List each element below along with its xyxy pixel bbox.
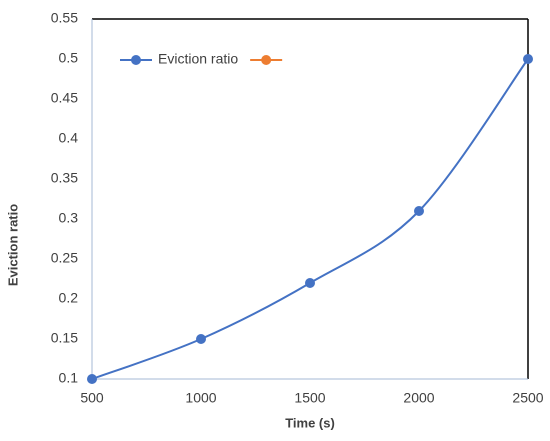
y-tick-label: 0.2 xyxy=(59,290,79,306)
legend-marker xyxy=(261,55,272,65)
data-point xyxy=(196,334,206,344)
x-tick-label: 1500 xyxy=(294,390,325,406)
y-tick-label: 0.3 xyxy=(59,210,79,226)
y-tick-label: 0.5 xyxy=(59,50,79,66)
y-tick-label: 0.4 xyxy=(59,130,79,146)
x-tick-label: 2500 xyxy=(512,390,543,406)
y-tick-label: 0.25 xyxy=(51,250,78,266)
x-tick-label: 2000 xyxy=(403,390,434,406)
y-tick-label: 0.1 xyxy=(59,370,79,386)
x-tick-label: 1000 xyxy=(185,390,216,406)
y-tick-label: 0.45 xyxy=(51,90,78,106)
x-axis-title: Time (s) xyxy=(285,415,335,430)
x-tick-label: 500 xyxy=(80,390,104,406)
data-point xyxy=(305,278,315,288)
data-point xyxy=(87,374,97,384)
y-tick-label: 0.35 xyxy=(51,170,78,186)
data-point xyxy=(414,206,424,216)
legend-marker xyxy=(131,55,141,65)
y-tick-label: 0.55 xyxy=(51,10,78,26)
data-point xyxy=(523,54,533,64)
y-tick-label: 0.15 xyxy=(51,330,78,346)
series-line xyxy=(91,58,529,380)
y-axis-title: Eviction ratio xyxy=(5,204,20,286)
legend-label: Eviction ratio xyxy=(158,51,238,67)
